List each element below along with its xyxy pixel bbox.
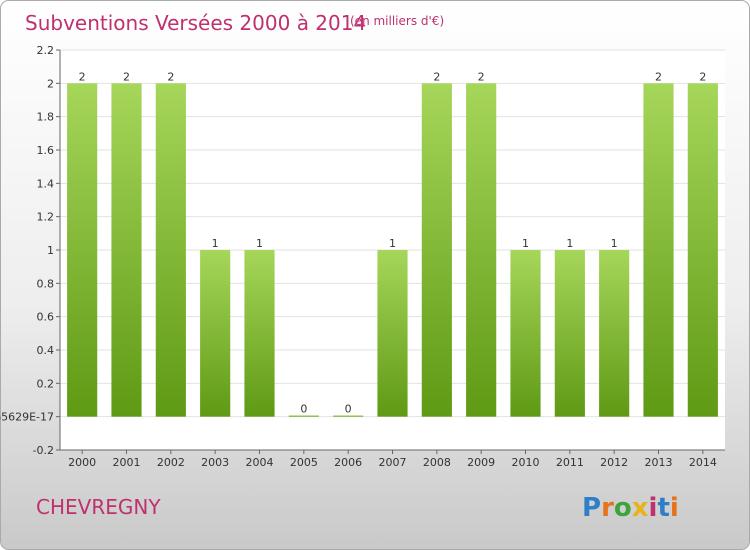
bar-2000 <box>67 83 98 417</box>
y-tick-label: 1.6 <box>37 144 55 157</box>
bar-2006 <box>333 415 364 417</box>
y-tick-label: 1.8 <box>37 111 55 124</box>
x-tick-label: 2010 <box>512 456 540 469</box>
data-label-2006: 0 <box>345 402 352 415</box>
data-label-2004: 1 <box>256 237 263 250</box>
data-label-2005: 0 <box>300 402 307 415</box>
y-tick-label: 1.4 <box>37 177 55 190</box>
data-label-2013: 2 <box>655 70 662 83</box>
y-tick-label: 2.2 <box>37 44 55 57</box>
y-tick-label: -0.2 <box>33 444 54 457</box>
x-tick-label: 2012 <box>600 456 628 469</box>
commune-name: CHEVREGNY <box>36 495 161 519</box>
x-tick-label: 2006 <box>334 456 362 469</box>
x-tick-label: 2000 <box>68 456 96 469</box>
x-tick-label: 2011 <box>556 456 584 469</box>
data-label-2002: 2 <box>167 70 174 83</box>
bar-2002 <box>155 83 186 417</box>
bar-2013 <box>643 83 674 417</box>
x-tick-label: 2001 <box>113 456 141 469</box>
x-tick-label: 2014 <box>689 456 717 469</box>
y-tick-label: 1 <box>47 244 54 257</box>
chart-unit: (en milliers d'€) <box>350 14 444 28</box>
bar-2005 <box>288 415 319 417</box>
bar-layer <box>67 83 718 417</box>
y-tick-label: 2 <box>47 77 54 90</box>
data-label-2009: 2 <box>478 70 485 83</box>
data-label-2003: 1 <box>212 237 219 250</box>
x-tick-label: 2002 <box>157 456 185 469</box>
axis-layer: -0.2 -1.5265629E-17 0.2 0.4 0.6 0.8 1 1.2 1.4 1.6… <box>0 44 725 469</box>
bar-2012 <box>599 250 630 417</box>
bar-2007 <box>377 250 408 417</box>
x-tick-label: 2007 <box>379 456 407 469</box>
x-tick-label: 2003 <box>201 456 229 469</box>
bar-2001 <box>111 83 142 417</box>
bar-2010 <box>510 250 541 417</box>
bar-2008 <box>421 83 452 417</box>
x-tick-label: 2008 <box>423 456 451 469</box>
label-layer: 2 2 2 1 1 0 0 1 2 2 1 1 1 2 2 <box>79 70 707 415</box>
data-label-2008: 2 <box>433 70 440 83</box>
bar-2014 <box>687 83 718 417</box>
y-tick-label: 1.2 <box>37 211 55 224</box>
y-tick-label: 0.6 <box>37 311 55 324</box>
bar-2004 <box>244 250 275 417</box>
data-label-2014: 2 <box>699 70 706 83</box>
data-label-2000: 2 <box>79 70 86 83</box>
data-label-2001: 2 <box>123 70 130 83</box>
y-tick-label: -1.5265629E-17 <box>0 411 54 424</box>
bar-2011 <box>554 250 585 417</box>
x-tick-label: 2013 <box>645 456 673 469</box>
proxiti-logo: Proxiti <box>582 493 679 523</box>
y-tick-label: 0.2 <box>37 377 55 390</box>
data-label-2010: 1 <box>522 237 529 250</box>
x-tick-label: 2009 <box>467 456 495 469</box>
bar-2003 <box>200 250 231 417</box>
y-tick-label: 0.8 <box>37 277 55 290</box>
data-label-2007: 1 <box>389 237 396 250</box>
x-tick-label: 2004 <box>246 456 274 469</box>
y-tick-label: 0.4 <box>37 344 55 357</box>
chart-title: Subventions Versées 2000 à 2014 <box>25 11 366 35</box>
data-label-2012: 1 <box>611 237 618 250</box>
bar-2009 <box>466 83 497 417</box>
x-tick-label: 2005 <box>290 456 318 469</box>
data-label-2011: 1 <box>566 237 573 250</box>
